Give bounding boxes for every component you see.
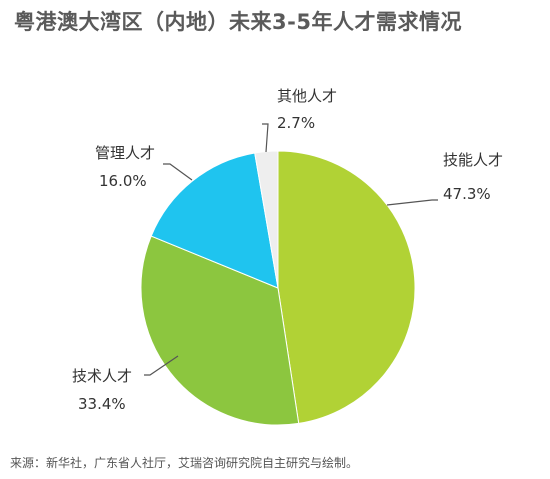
- leader-line-3: [163, 163, 193, 181]
- slice-label-3: 管理人才: [95, 144, 155, 162]
- slice-label-4: 其他人才: [277, 87, 337, 105]
- source-note: 来源：新华社，广东省人社厅，艾瑞咨询研究院自主研究与绘制。: [10, 456, 359, 470]
- pie-slices: [140, 150, 416, 426]
- slice-value-2: 33.4%: [78, 395, 126, 413]
- leader-line-2: [144, 355, 179, 376]
- chart-title: 粤港澳大湾区（内地）未来3-5年人才需求情况: [14, 10, 462, 34]
- slice-label-2: 技术人才: [72, 367, 132, 385]
- pie-slice-3: [150, 152, 279, 289]
- leader-lines: [144, 123, 438, 376]
- slice-value-4: 2.7%: [277, 114, 315, 132]
- slice-label-1: 技能人才: [443, 151, 503, 169]
- slice-value-3: 16.0%: [99, 172, 147, 190]
- pie-slice-2: [140, 235, 300, 426]
- slice-labels: 技能人才 47.3% 技术人才 33.4% 管理人才 16.0% 其他人才 2.7%: [72, 87, 503, 413]
- pie-slice-1: [277, 150, 416, 425]
- slice-value-1: 47.3%: [443, 185, 491, 203]
- leader-line-4: [262, 123, 269, 153]
- leader-line-1: [386, 199, 438, 206]
